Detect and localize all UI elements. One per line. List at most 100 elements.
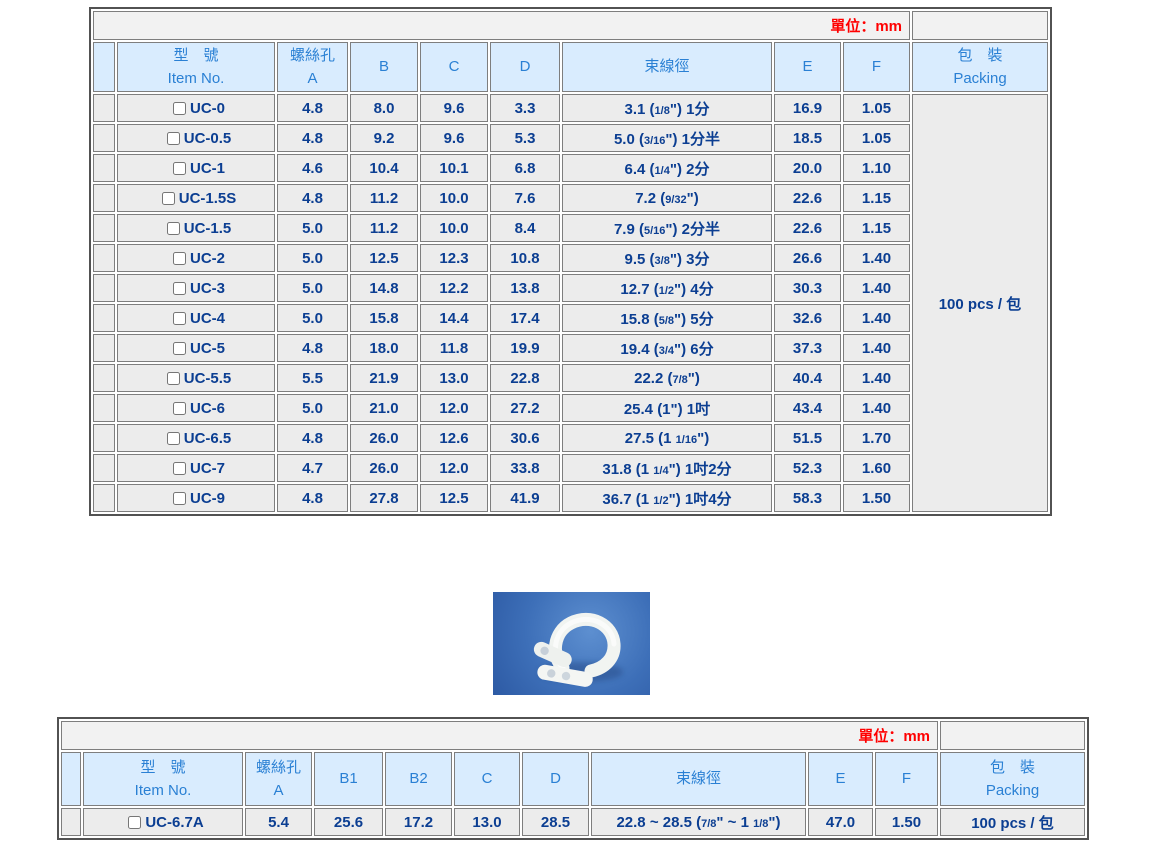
- item-checkbox[interactable]: [172, 491, 186, 505]
- value-d: 6.8: [490, 154, 560, 182]
- table-row: UC-9 4.8 27.8 12.5 41.9 36.7 (1 1/2") 1吋…: [93, 484, 1048, 512]
- value-bundle-dia: 15.8 (5/8") 5分: [562, 304, 772, 332]
- item-checkbox[interactable]: [172, 101, 186, 115]
- value-a: 4.8: [277, 94, 348, 122]
- uc67a-spec-table: 單位：mm 型 號 Item No. 螺絲孔 A B1 B2 C D 束線徑 E…: [57, 717, 1089, 840]
- value-f: 1.50: [843, 484, 910, 512]
- value-f: 1.40: [843, 394, 910, 422]
- item-cell: UC-1: [117, 154, 275, 182]
- value-f: 1.40: [843, 244, 910, 272]
- table-row: UC-5.5 5.5 21.9 13.0 22.8 22.2 (7/8") 40…: [93, 364, 1048, 392]
- item-cell: UC-6.5: [117, 424, 275, 452]
- item-checkbox[interactable]: [172, 461, 186, 475]
- item-cell: UC-6: [117, 394, 275, 422]
- packing-cell: 100 pcs / 包: [912, 94, 1048, 512]
- item-checkbox[interactable]: [172, 401, 186, 415]
- value-e: 51.5: [774, 424, 841, 452]
- row-spacer-cell: [93, 154, 115, 182]
- col-header-item-no: 型 號 Item No.: [83, 752, 243, 806]
- packing-cell: 100 pcs / 包: [940, 808, 1085, 836]
- item-no: UC-9: [189, 489, 225, 507]
- value-bundle-dia: 36.7 (1 1/2") 1吋4分: [562, 484, 772, 512]
- value-c: 12.5: [420, 484, 488, 512]
- item-cell: UC-0.5: [117, 124, 275, 152]
- value-e: 22.6: [774, 214, 841, 242]
- value-c: 13.0: [454, 808, 520, 836]
- table-row: UC-0.5 4.8 9.2 9.6 5.3 5.0 (3/16") 1分半 1…: [93, 124, 1048, 152]
- item-checkbox[interactable]: [172, 281, 186, 295]
- value-b1: 25.6: [314, 808, 383, 836]
- value-b: 8.0: [350, 94, 418, 122]
- table-row: UC-1.5 5.0 11.2 10.0 8.4 7.9 (5/16") 2分半…: [93, 214, 1048, 242]
- unit-spacer-cell: [940, 721, 1085, 750]
- value-bundle-dia: 3.1 (1/8") 1分: [562, 94, 772, 122]
- value-b: 21.0: [350, 394, 418, 422]
- value-d: 3.3: [490, 94, 560, 122]
- value-a: 4.7: [277, 454, 348, 482]
- table-row: UC-5 4.8 18.0 11.8 19.9 19.4 (3/4") 6分 3…: [93, 334, 1048, 362]
- table-row: UC-4 5.0 15.8 14.4 17.4 15.8 (5/8") 5分 3…: [93, 304, 1048, 332]
- value-d: 7.6: [490, 184, 560, 212]
- item-cell: UC-3: [117, 274, 275, 302]
- item-checkbox[interactable]: [172, 251, 186, 265]
- col-header-packing: 包 裝 Packing: [912, 42, 1048, 92]
- item-checkbox[interactable]: [166, 131, 180, 145]
- value-f: 1.05: [843, 94, 910, 122]
- item-cell: UC-1.5S: [117, 184, 275, 212]
- value-bundle-dia: 6.4 (1/4") 2分: [562, 154, 772, 182]
- value-f: 1.10: [843, 154, 910, 182]
- item-cell: UC-4: [117, 304, 275, 332]
- table-row: UC-1 4.6 10.4 10.1 6.8 6.4 (1/4") 2分 20.…: [93, 154, 1048, 182]
- item-checkbox[interactable]: [166, 431, 180, 445]
- unit-row: 單位：mm: [93, 11, 1048, 40]
- col-header-spacer: [61, 752, 81, 806]
- col-header-b: B: [350, 42, 418, 92]
- value-b2: 17.2: [385, 808, 452, 836]
- item-checkbox[interactable]: [128, 815, 142, 829]
- value-d: 27.2: [490, 394, 560, 422]
- value-a: 5.0: [277, 304, 348, 332]
- item-no: UC-5: [189, 339, 225, 357]
- col-header-e: E: [808, 752, 873, 806]
- item-no: UC-2: [189, 249, 225, 267]
- col-header-bundle-dia: 束線徑: [591, 752, 806, 806]
- row-spacer-cell: [93, 184, 115, 212]
- value-c: 12.0: [420, 454, 488, 482]
- value-e: 58.3: [774, 484, 841, 512]
- col-header-bundle-dia: 束線徑: [562, 42, 772, 92]
- item-checkbox[interactable]: [166, 371, 180, 385]
- value-b: 15.8: [350, 304, 418, 332]
- header-row: 型 號 Item No. 螺絲孔 A B C D 束線徑 E F 包 裝 Pac…: [93, 42, 1048, 92]
- row-spacer-cell: [93, 124, 115, 152]
- item-cell: UC-0: [117, 94, 275, 122]
- item-no: UC-4: [189, 309, 225, 327]
- value-e: 37.3: [774, 334, 841, 362]
- value-bundle-dia: 12.7 (1/2") 4分: [562, 274, 772, 302]
- item-checkbox[interactable]: [172, 161, 186, 175]
- row-spacer-cell: [93, 214, 115, 242]
- value-e: 26.6: [774, 244, 841, 272]
- value-c: 9.6: [420, 124, 488, 152]
- value-bundle-dia: 25.4 (1") 1吋: [562, 394, 772, 422]
- value-a: 5.0: [277, 394, 348, 422]
- item-checkbox[interactable]: [161, 191, 175, 205]
- item-no: UC-5.5: [183, 369, 232, 387]
- value-c: 12.2: [420, 274, 488, 302]
- item-no: UC-7: [189, 459, 225, 477]
- item-checkbox[interactable]: [172, 341, 186, 355]
- item-checkbox[interactable]: [166, 221, 180, 235]
- value-f: 1.40: [843, 304, 910, 332]
- unit-row: 單位：mm: [61, 721, 1085, 750]
- item-no: UC-6: [189, 399, 225, 417]
- value-c: 14.4: [420, 304, 488, 332]
- value-f: 1.60: [843, 454, 910, 482]
- value-b: 11.2: [350, 184, 418, 212]
- row-spacer-cell: [93, 454, 115, 482]
- value-f: 1.15: [843, 214, 910, 242]
- item-cell: UC-2: [117, 244, 275, 272]
- value-d: 8.4: [490, 214, 560, 242]
- value-a: 4.6: [277, 154, 348, 182]
- value-b: 26.0: [350, 424, 418, 452]
- item-checkbox[interactable]: [172, 311, 186, 325]
- value-e: 32.6: [774, 304, 841, 332]
